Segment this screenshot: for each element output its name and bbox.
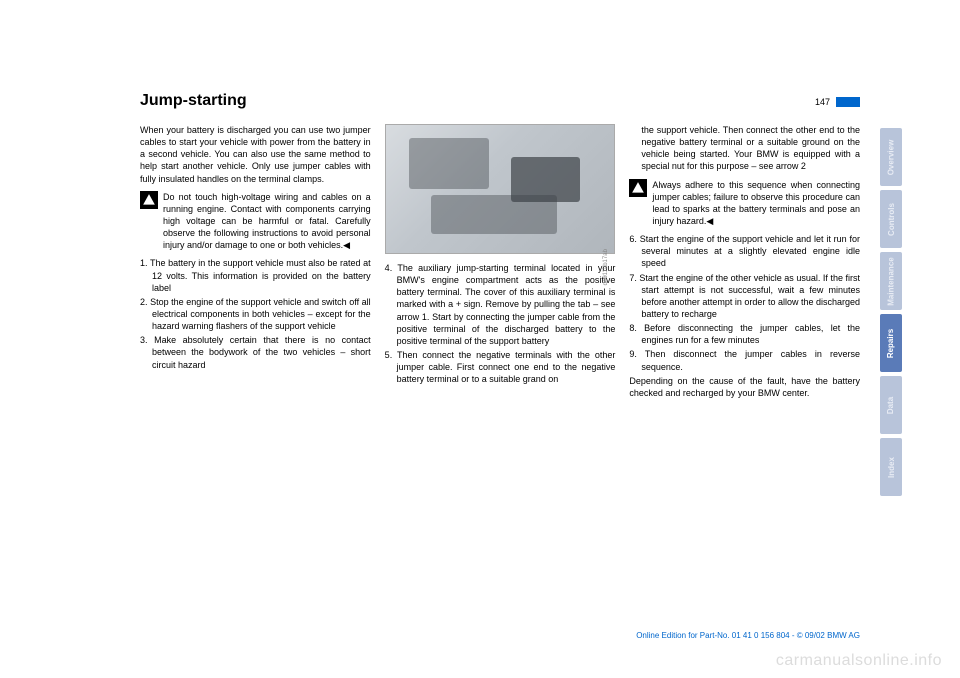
manual-page: Jump-starting 147 When your battery is d… bbox=[140, 92, 860, 602]
watermark: carmanualsonline.info bbox=[776, 652, 942, 670]
steps-list-3: Start the engine of the support vehicle … bbox=[629, 233, 860, 373]
step-3: Make absolutely certain that there is no… bbox=[140, 334, 371, 370]
title-row: Jump-starting 147 bbox=[140, 92, 860, 110]
step-6: Start the engine of the support vehicle … bbox=[629, 233, 860, 269]
step-5-continuation: the support vehicle. Then connect the ot… bbox=[629, 124, 860, 173]
page-accent-bar bbox=[836, 97, 860, 107]
step-1: The battery in the support vehicle must … bbox=[140, 257, 371, 293]
online-edition-note: Online Edition for Part-No. 01 41 0 156 … bbox=[636, 631, 860, 640]
tab-data[interactable]: Data bbox=[880, 376, 902, 434]
tab-maintenance[interactable]: Maintenance bbox=[880, 252, 902, 310]
tab-overview[interactable]: Overview bbox=[880, 128, 902, 186]
step-2: Stop the engine of the support vehicle a… bbox=[140, 296, 371, 332]
column-3: the support vehicle. Then connect the ot… bbox=[629, 124, 860, 405]
warning-text-1: Do not touch high-voltage wiring and cab… bbox=[163, 191, 371, 252]
page-number: 147 bbox=[815, 97, 830, 107]
tab-repairs[interactable]: Repairs bbox=[880, 314, 902, 372]
column-2: de011ab17ab The auxiliary jump-starting … bbox=[385, 124, 616, 405]
warning-text-2: Always adhere to this sequence when conn… bbox=[652, 179, 860, 228]
warning-block-1: Do not touch high-voltage wiring and cab… bbox=[140, 191, 371, 252]
tab-label: Maintenance bbox=[887, 257, 896, 305]
tab-label: Controls bbox=[887, 203, 896, 236]
tab-label: Data bbox=[887, 396, 896, 413]
tab-label: Overview bbox=[887, 139, 896, 175]
content-columns: When your battery is discharged you can … bbox=[140, 124, 860, 405]
tab-controls[interactable]: Controls bbox=[880, 190, 902, 248]
section-tabs: Overview Controls Maintenance Repairs Da… bbox=[880, 128, 902, 496]
warning-icon bbox=[629, 179, 647, 197]
step-8: Before disconnecting the jumper cables, … bbox=[629, 322, 860, 346]
steps-list-1: The battery in the support vehicle must … bbox=[140, 257, 371, 370]
warning-block-2: Always adhere to this sequence when conn… bbox=[629, 179, 860, 228]
tab-index[interactable]: Index bbox=[880, 438, 902, 496]
step-5: Then connect the negative terminals with… bbox=[385, 349, 616, 385]
page-number-wrap: 147 bbox=[815, 97, 860, 107]
step-7: Start the engine of the other vehicle as… bbox=[629, 272, 860, 321]
steps-list-2: The auxiliary jump-starting terminal loc… bbox=[385, 262, 616, 385]
figure-caption: de011ab17ab bbox=[602, 249, 610, 285]
column-1: When your battery is discharged you can … bbox=[140, 124, 371, 405]
tab-label: Index bbox=[887, 457, 896, 478]
step-4: The auxiliary jump-starting terminal loc… bbox=[385, 262, 616, 347]
intro-paragraph: When your battery is discharged you can … bbox=[140, 124, 371, 185]
outro-paragraph: Depending on the cause of the fault, hav… bbox=[629, 375, 860, 399]
engine-bay-figure: de011ab17ab bbox=[385, 124, 616, 254]
warning-icon bbox=[140, 191, 158, 209]
step-9: Then disconnect the jumper cables in rev… bbox=[629, 348, 860, 372]
page-title: Jump-starting bbox=[140, 92, 247, 110]
tab-label: Repairs bbox=[887, 328, 896, 357]
